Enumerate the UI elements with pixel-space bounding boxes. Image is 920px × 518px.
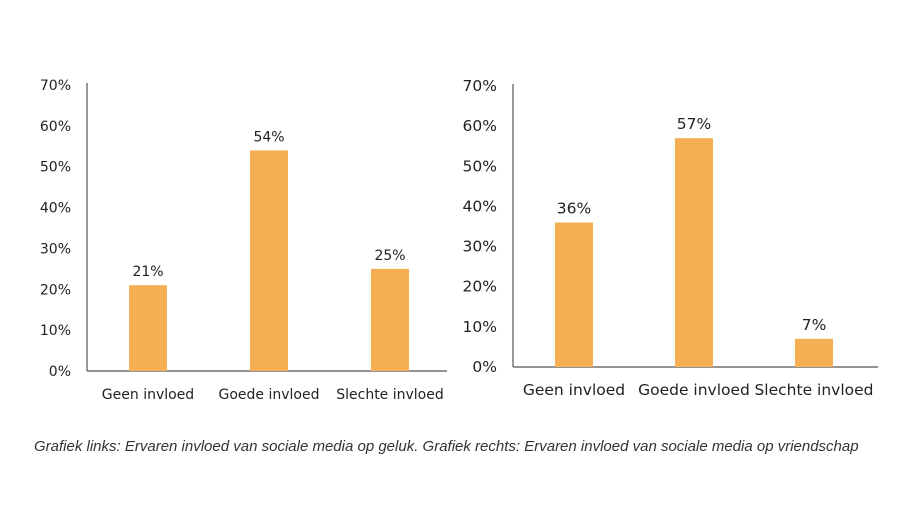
chart-left: 0% 10% 20% 30% 40% 50% 60% 70% 21% Geen invloed 54…: [40, 78, 447, 403]
y-tick-label: 20%: [40, 282, 71, 298]
y-tick-label: 20%: [463, 278, 497, 296]
x-category-label: Geen invloed: [523, 381, 625, 399]
y-tick-label: 40%: [40, 201, 71, 217]
x-category-label: Geen invloed: [102, 387, 194, 403]
data-label: 21%: [132, 264, 163, 280]
figure-caption: Grafiek links: Ervaren invloed van socia…: [34, 438, 859, 455]
y-tick-label: 10%: [40, 323, 71, 339]
bar: [129, 285, 167, 371]
x-category-label: Slechte invloed: [754, 381, 873, 399]
y-tick-label: 40%: [463, 197, 497, 215]
bar: [250, 150, 288, 371]
x-category-label: Slechte invloed: [336, 387, 444, 403]
y-tick-label: 50%: [40, 160, 71, 176]
bar: [795, 338, 833, 367]
y-tick-label: 30%: [40, 241, 71, 257]
x-category-label: Goede invloed: [638, 381, 750, 399]
x-category-label: Goede invloed: [219, 387, 320, 403]
data-label: 54%: [253, 129, 284, 145]
y-tick-label: 0%: [472, 358, 497, 376]
y-tick-label: 30%: [463, 238, 497, 256]
y-tick-label: 60%: [463, 117, 497, 135]
y-tick-label: 50%: [463, 157, 497, 175]
bar: [555, 222, 593, 367]
data-label: 36%: [557, 199, 591, 217]
bar: [675, 138, 713, 367]
y-tick-label: 70%: [40, 78, 71, 94]
data-label: 7%: [802, 316, 827, 334]
y-tick-label: 70%: [463, 77, 497, 95]
data-label: 57%: [677, 115, 711, 133]
y-tick-label: 0%: [49, 364, 71, 380]
chart-right: 0% 10% 20% 30% 40% 50% 60% 70% 36% Geen invloed 57…: [463, 77, 878, 399]
y-tick-label: 10%: [463, 318, 497, 336]
bar: [371, 268, 409, 371]
data-label: 25%: [374, 248, 405, 264]
y-tick-label: 60%: [40, 119, 71, 135]
